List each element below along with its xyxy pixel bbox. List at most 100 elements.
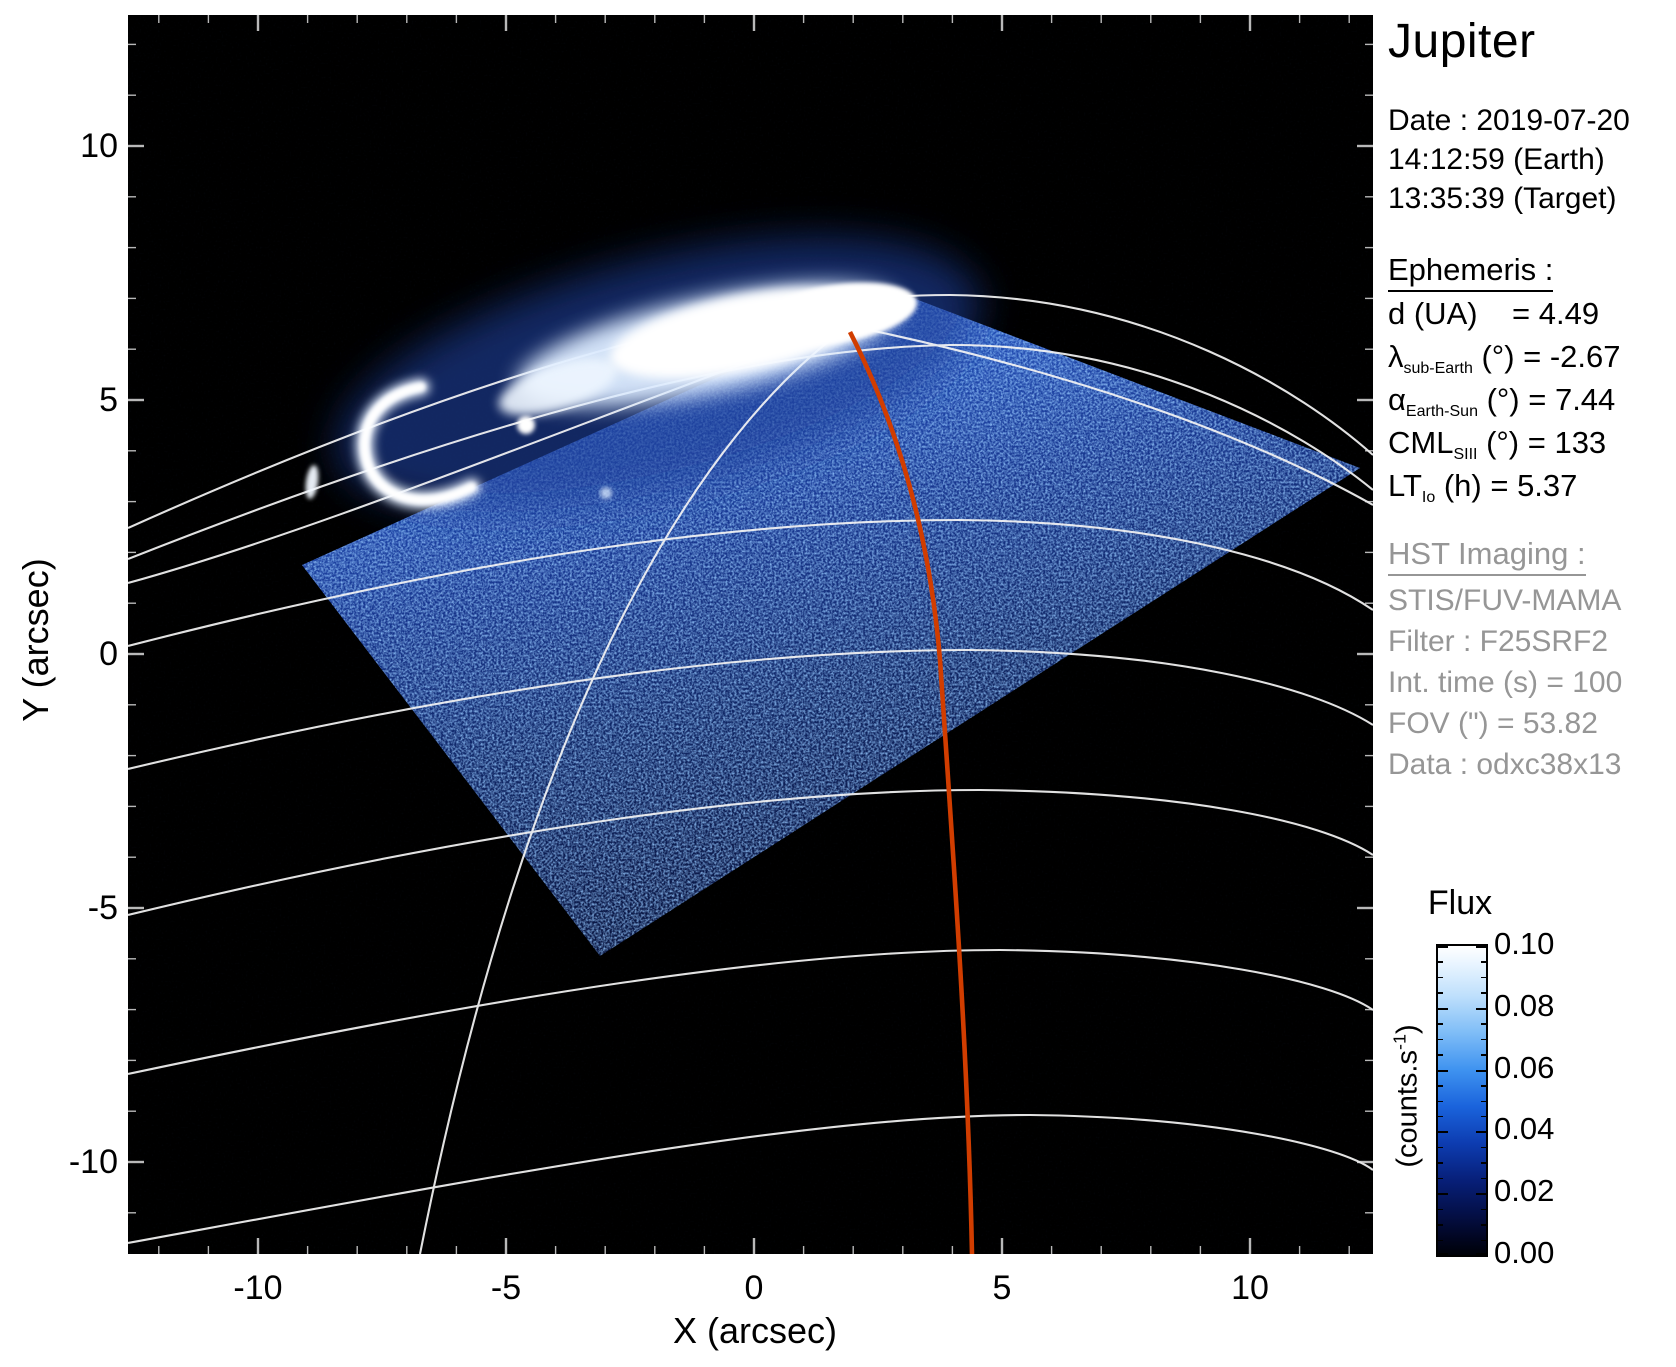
planet-grid [128, 293, 1373, 1254]
colorbar-tick-label: 0.04 [1494, 1111, 1555, 1146]
latitude-arc [128, 648, 1373, 771]
colorbar-tick [1481, 1224, 1486, 1226]
colorbar-tick [1438, 1023, 1443, 1025]
hst-fov: FOV (") = 53.82 [1388, 707, 1598, 740]
colorbar-tick [1438, 1162, 1443, 1164]
hst-imaging-heading-text: HST Imaging : [1388, 536, 1586, 576]
x-tick-label: 5 [992, 1269, 1012, 1307]
colorbar-tick [1481, 1146, 1486, 1149]
observation-time-earth: 14:12:59 (Earth) [1388, 143, 1605, 176]
colorbar-tick [1476, 1193, 1486, 1196]
aurora-core-bright [754, 282, 918, 346]
colorbar-tick [1481, 961, 1486, 963]
colorbar-tick [1481, 1177, 1486, 1180]
aurora-spot [517, 416, 535, 434]
cml-meridian-line [847, 330, 975, 1254]
y-tick-label: -5 [87, 889, 118, 927]
hst-int-time: Int. time (s) = 100 [1388, 666, 1623, 699]
x-axis-title: X (arcsec) [672, 1310, 838, 1351]
colorbar-tick [1481, 1085, 1486, 1087]
ephemeris-list: d (UA) = 4.49 λsub-Earth (°) = -2.67 αEa… [1388, 296, 1673, 511]
aurora-streak [305, 465, 319, 499]
colorbar-tick [1438, 1239, 1443, 1242]
latitude-arc [128, 343, 1373, 560]
colorbar-tick [1481, 1208, 1486, 1211]
colorbar-tick [1438, 961, 1443, 963]
colorbar-tick-label: 0.02 [1494, 1173, 1555, 1208]
colorbar-tick [1476, 1007, 1486, 1010]
ephemeris-item-lambda: λsub-Earth (°) = -2.67 [1388, 339, 1621, 377]
axis-ticks [128, 15, 1373, 1254]
aurora-left-lobe [498, 358, 618, 416]
observation-date: Date : 2019-07-20 [1388, 104, 1630, 137]
y-tick-label: -10 [68, 1143, 118, 1181]
colorbar-tick [1481, 1162, 1486, 1164]
colorbar-tick [1481, 1038, 1486, 1041]
x-tick-label: 10 [1231, 1269, 1269, 1307]
latitude-arc [128, 518, 1373, 648]
colorbar-tick [1438, 1146, 1443, 1149]
x-tick-label: -10 [233, 1269, 283, 1307]
hst-data-id: Data : odxc38x13 [1388, 748, 1622, 781]
y-tick-label: 10 [80, 127, 118, 165]
colorbar-tick [1438, 1115, 1443, 1118]
observation-time-target: 13:35:39 (Target) [1388, 182, 1617, 215]
y-tick-label: 5 [99, 381, 118, 419]
colorbar-tick [1438, 1054, 1443, 1056]
colorbar-tick [1476, 1131, 1486, 1134]
aurora-crescent-core [360, 382, 477, 505]
colorbar-unit-label: (counts.s-1) [1389, 1024, 1424, 1168]
colorbar-tick [1438, 1177, 1443, 1180]
meridian-line [859, 326, 1373, 506]
colorbar [1436, 944, 1488, 1257]
latitude-arc [128, 788, 1373, 917]
hst-filter: Filter : F25SRF2 [1388, 625, 1609, 658]
ephemeris-heading: Ephemeris : [1388, 252, 1673, 292]
y-axis-title: Y (arcsec) [15, 558, 56, 722]
colorbar-tick [1438, 1069, 1448, 1072]
colorbar-tick [1481, 1239, 1486, 1242]
colorbar-tick [1438, 992, 1443, 994]
colorbar-tick [1481, 976, 1486, 979]
ephemeris-item-distance: d (UA) = 4.49 [1388, 296, 1600, 331]
colorbar-tick-label: 0.08 [1494, 988, 1555, 1023]
colorbar-tick [1476, 1069, 1486, 1072]
colorbar-tick-label: 0.00 [1494, 1235, 1555, 1270]
colorbar-title: Flux [1427, 884, 1493, 922]
colorbar-tick [1481, 992, 1486, 994]
colorbar-tick [1476, 946, 1486, 948]
colorbar-tick [1438, 1253, 1448, 1255]
aurora-image [128, 15, 1373, 1254]
ephemeris-item-alpha: αEarth-Sun (°) = 7.44 [1388, 382, 1616, 420]
colorbar-tick [1438, 946, 1448, 948]
y-tick-label: 0 [99, 635, 118, 673]
x-tick-label: 0 [744, 1269, 764, 1307]
hst-imaging-block: STIS/FUV-MAMA Filter : F25SRF2 Int. time… [1388, 580, 1673, 785]
colorbar-tick [1438, 1193, 1448, 1196]
observation-block: Date : 2019-07-20 14:12:59 (Earth) 13:35… [1388, 101, 1673, 218]
colorbar-tick [1438, 1007, 1448, 1010]
colorbar-tick-label: 0.06 [1494, 1050, 1555, 1085]
ephemeris-item-lt-io: LTIo (h) = 5.37 [1388, 468, 1578, 506]
ephemeris-heading-text: Ephemeris : [1388, 252, 1554, 292]
image-plot-area [128, 15, 1373, 1254]
colorbar-tick-label: 0.10 [1494, 926, 1555, 961]
colorbar-tick [1438, 976, 1443, 979]
colorbar-tick [1481, 1023, 1486, 1025]
colorbar-tick [1481, 1115, 1486, 1118]
colorbar-tick [1481, 1100, 1486, 1102]
colorbar-tick [1476, 1253, 1486, 1255]
latitude-arc [128, 1113, 1373, 1245]
hst-imaging-heading: HST Imaging : [1388, 536, 1673, 576]
hst-instrument: STIS/FUV-MAMA [1388, 584, 1622, 617]
meridian-line [418, 322, 854, 1254]
colorbar-tick [1438, 1224, 1443, 1226]
x-tick-label: -5 [490, 1269, 522, 1307]
colorbar-tick [1438, 1100, 1443, 1102]
colorbar-tick [1438, 1208, 1443, 1211]
aurora-spot-faint [600, 487, 612, 499]
ephemeris-item-cml: CMLSIII (°) = 133 [1388, 425, 1607, 463]
colorbar-tick [1481, 1054, 1486, 1056]
page-title: Jupiter [1388, 15, 1536, 68]
